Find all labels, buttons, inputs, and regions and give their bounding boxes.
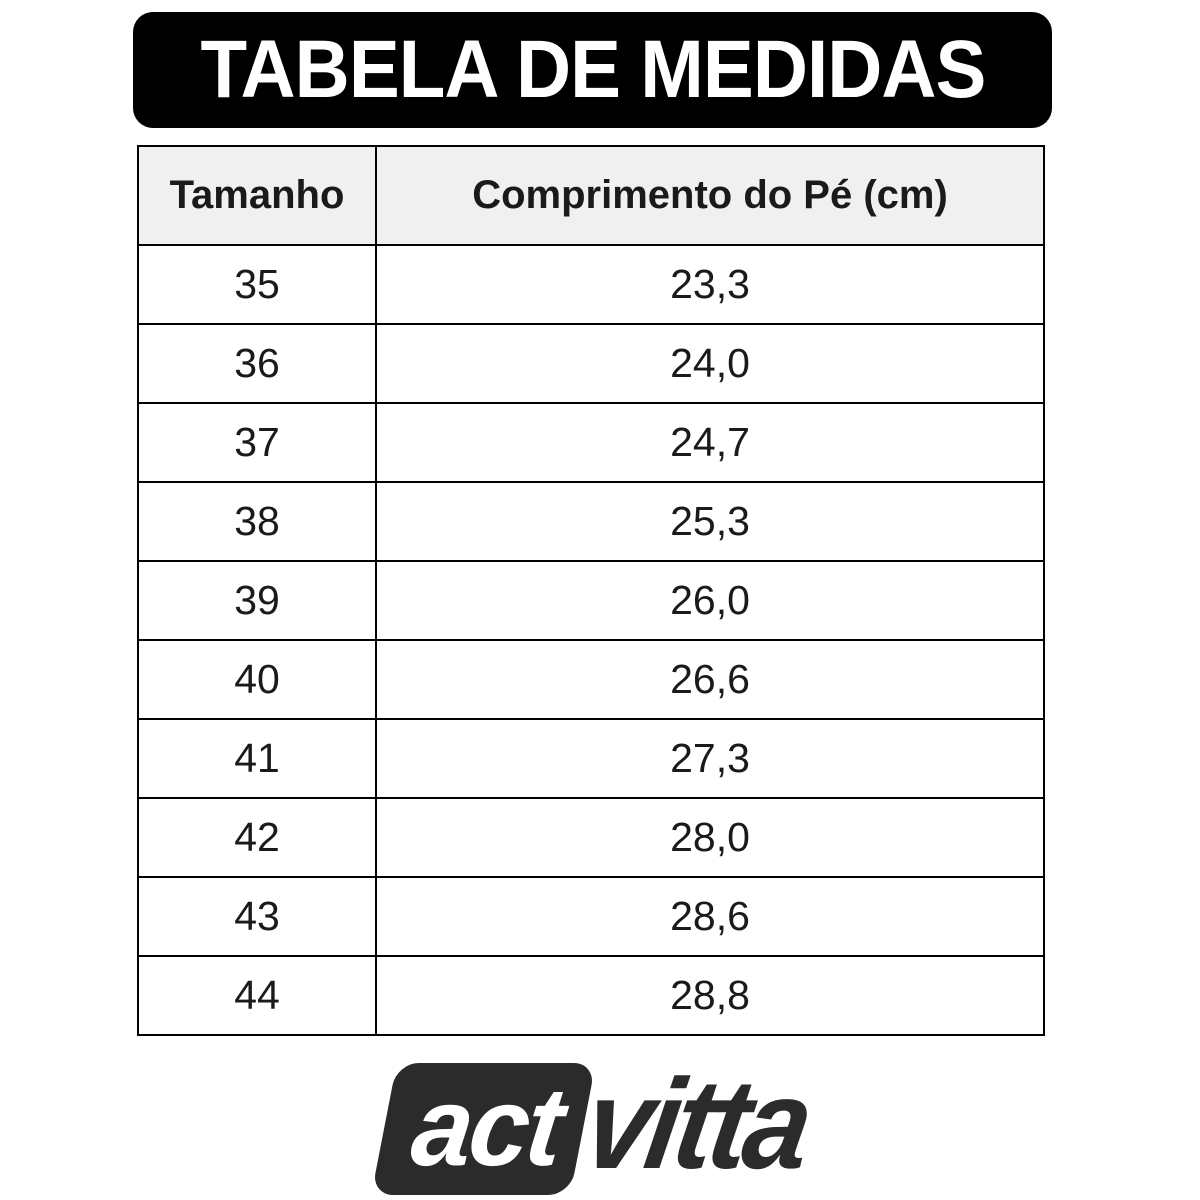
cell-size: 38 [137,481,377,562]
cell-length: 28,6 [375,876,1045,957]
size-chart-table: Tamanho Comprimento do Pé (cm) 35 23,3 3… [137,145,1045,1036]
cell-size: 40 [137,639,377,720]
cell-length: 24,0 [375,323,1045,404]
page-title: TABELA DE MEDIDAS [200,24,986,115]
table-row: 39 26,0 [137,560,1045,641]
cell-size: 42 [137,797,377,878]
table-row: 42 28,0 [137,797,1045,878]
logo-act-block: act [371,1063,597,1195]
cell-size: 35 [137,244,377,325]
table-row: 38 25,3 [137,481,1045,562]
table-header: Tamanho Comprimento do Pé (cm) [137,145,1045,246]
table-header-row: Tamanho Comprimento do Pé (cm) [137,145,1045,246]
table-row: 40 26,6 [137,639,1045,720]
cell-length: 26,0 [375,560,1045,641]
table-row: 36 24,0 [137,323,1045,404]
cell-size: 43 [137,876,377,957]
column-header-size: Tamanho [137,145,377,246]
column-header-foot-length: Comprimento do Pé (cm) [375,145,1045,246]
table-body: 35 23,3 36 24,0 37 24,7 38 25,3 39 26,0 … [137,244,1045,1036]
logo-act-text: act [406,1064,569,1189]
cell-size: 41 [137,718,377,799]
cell-length: 23,3 [375,244,1045,325]
cell-length: 27,3 [375,718,1045,799]
title-banner: TABELA DE MEDIDAS [133,12,1052,128]
cell-length: 28,0 [375,797,1045,878]
table-row: 41 27,3 [137,718,1045,799]
cell-length: 25,3 [375,481,1045,562]
logo-wordmark: act vitta [371,1045,819,1196]
cell-size: 39 [137,560,377,641]
table-row: 37 24,7 [137,402,1045,483]
cell-length: 26,6 [375,639,1045,720]
table-row: 44 28,8 [137,955,1045,1036]
table-row: 43 28,6 [137,876,1045,957]
cell-size: 37 [137,402,377,483]
logo-vitta-text: vitta [576,1053,819,1196]
cell-size: 36 [137,323,377,404]
cell-length: 24,7 [375,402,1045,483]
cell-length: 28,8 [375,955,1045,1036]
cell-size: 44 [137,955,377,1036]
brand-logo: act vitta [0,1040,1200,1200]
table-row: 35 23,3 [137,244,1045,325]
